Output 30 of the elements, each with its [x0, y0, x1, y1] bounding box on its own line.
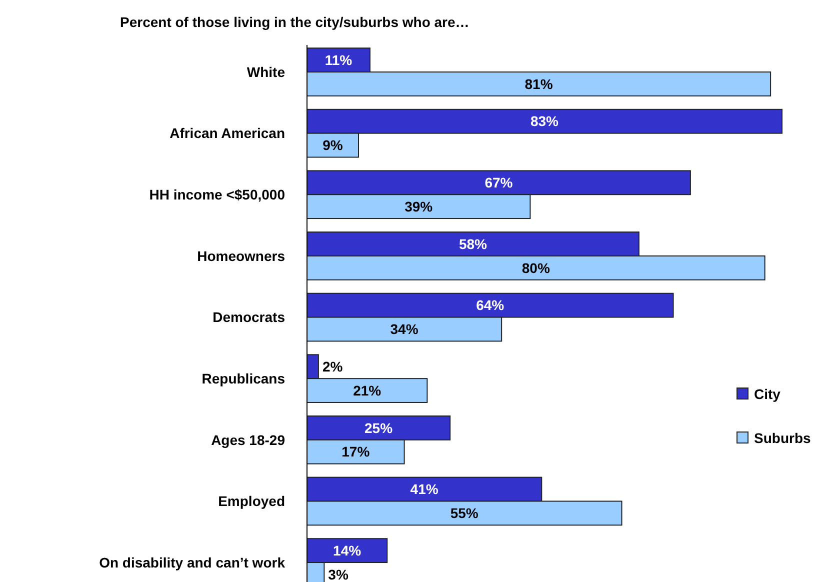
y-tick-label: African American: [170, 125, 285, 142]
y-tick-label: Homeowners: [197, 248, 286, 264]
data-label: 64%: [476, 297, 505, 314]
data-label: 58%: [458, 236, 488, 252]
data-label: 55%: [450, 505, 479, 522]
y-tick-label: Republicans: [202, 370, 286, 386]
data-label: 80%: [522, 260, 550, 276]
data-label: 21%: [353, 382, 382, 398]
data-label: 17%: [342, 444, 370, 460]
data-label: 2%: [322, 358, 344, 375]
data-label: 83%: [530, 113, 560, 130]
chart-title: Percent of those living in the city/suburbs who are…: [120, 14, 470, 30]
legend-label: Suburbs: [754, 430, 811, 446]
y-tick-label: HH income <$50,000: [149, 186, 286, 203]
data-label: 11%: [324, 52, 353, 68]
data-label: 14%: [333, 542, 362, 558]
data-label: 9%: [322, 137, 344, 154]
legend-label: City: [754, 386, 781, 402]
y-tick-label: On disability and can’t work: [99, 554, 286, 570]
data-label: 41%: [410, 481, 439, 498]
data-label: 67%: [484, 174, 514, 191]
data-label: 34%: [390, 321, 419, 338]
data-label: 25%: [364, 420, 394, 436]
y-tick-label: Democrats: [212, 309, 286, 326]
y-tick-label: Ages 18-29: [211, 432, 286, 448]
data-label: 3%: [328, 566, 349, 582]
y-tick-label: Employed: [218, 493, 285, 510]
data-label: 81%: [524, 76, 554, 92]
data-label: 39%: [404, 198, 434, 214]
y-tick-label: White: [246, 64, 286, 80]
